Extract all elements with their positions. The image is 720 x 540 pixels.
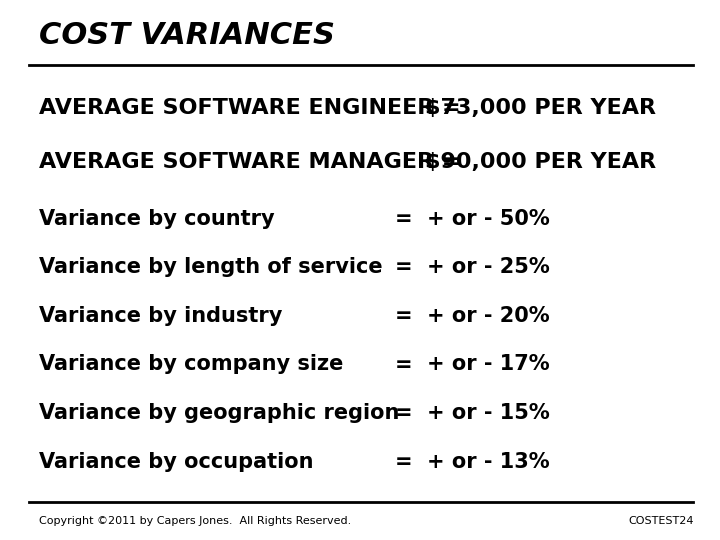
Text: =: = (395, 403, 413, 423)
Text: Variance by length of service: Variance by length of service (40, 257, 383, 278)
Text: Variance by industry: Variance by industry (40, 306, 283, 326)
Text: + or - 15%: + or - 15% (428, 403, 550, 423)
Text: =: = (395, 354, 413, 375)
Text: COSTEST24: COSTEST24 (628, 516, 693, 526)
Text: + or - 20%: + or - 20% (428, 306, 550, 326)
Text: AVERAGE SOFTWARE MANAGER =: AVERAGE SOFTWARE MANAGER = (40, 152, 461, 172)
Text: $73,000 PER YEAR: $73,000 PER YEAR (426, 98, 657, 118)
Text: AVERAGE SOFTWARE ENGINEER =: AVERAGE SOFTWARE ENGINEER = (40, 98, 461, 118)
Text: + or - 13%: + or - 13% (428, 451, 550, 472)
Text: =: = (395, 257, 413, 278)
Text: Variance by occupation: Variance by occupation (40, 451, 314, 472)
Text: COST VARIANCES: COST VARIANCES (40, 21, 336, 50)
Text: + or - 25%: + or - 25% (428, 257, 550, 278)
Text: Copyright ©2011 by Capers Jones.  All Rights Reserved.: Copyright ©2011 by Capers Jones. All Rig… (40, 516, 351, 526)
Text: =: = (395, 208, 413, 229)
Text: Variance by geographic region: Variance by geographic region (40, 403, 400, 423)
Text: + or - 17%: + or - 17% (428, 354, 550, 375)
Text: Variance by company size: Variance by company size (40, 354, 343, 375)
Text: Variance by country: Variance by country (40, 208, 275, 229)
Text: + or - 50%: + or - 50% (428, 208, 550, 229)
Text: =: = (395, 306, 413, 326)
Text: =: = (395, 451, 413, 472)
Text: $90,000 PER YEAR: $90,000 PER YEAR (426, 152, 657, 172)
